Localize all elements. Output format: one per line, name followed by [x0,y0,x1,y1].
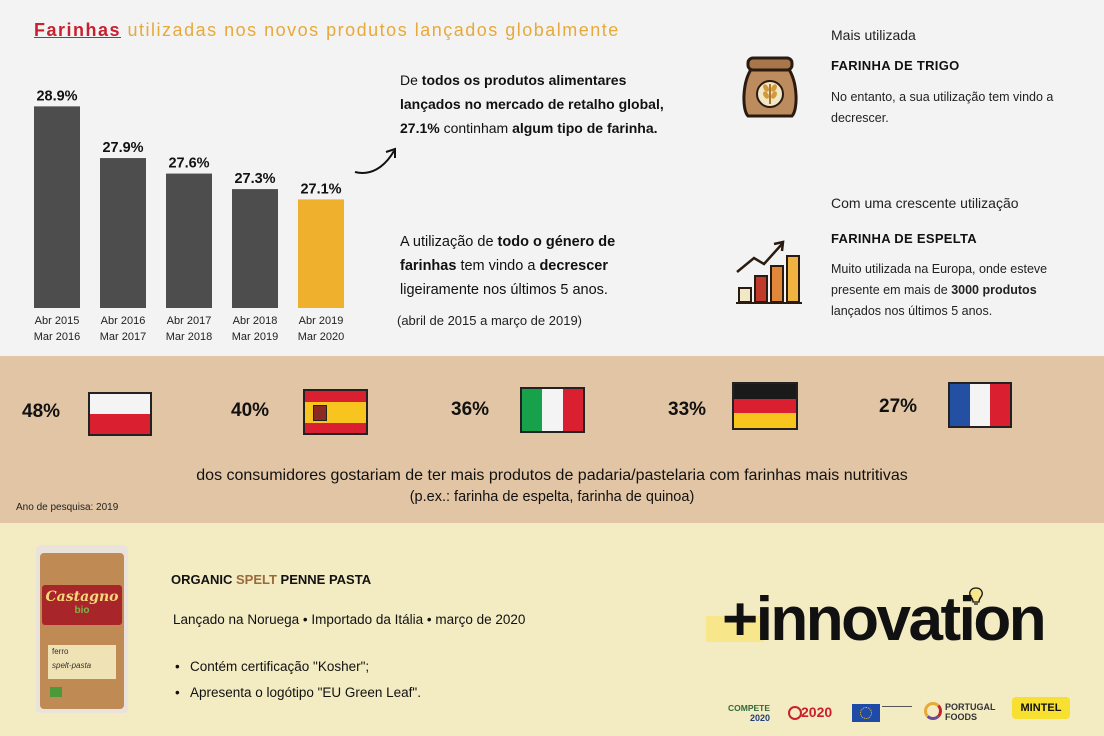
poland-flag-icon [88,392,152,436]
portugal-2020-logo: 2020 [788,702,840,722]
survey-year: Ano de pesquisa: 2019 [16,502,119,513]
wheat-flour-desc: No entanto, a sua utilização tem vindo a… [831,90,1054,125]
title-highlight: Farinhas [34,20,122,40]
spelt-flour-desc: Muito utilizada na Europa, onde esteve p… [831,262,1048,318]
bar-category-label-2-1: Mar 2018 [166,331,212,343]
bar-value-label-0: 28.9% [36,88,77,104]
curved-arrow-icon [354,147,396,174]
germany-flag-icon [732,382,798,430]
period-note: (abril de 2015 a março de 2019) [397,313,583,328]
eu-fund-caption [882,706,912,721]
bar-category-label-1-0: Abr 2016 [101,315,146,327]
bar-3 [232,189,278,308]
mintel-logo: MINTEL [1012,697,1070,719]
package-text1: ferro [52,647,69,656]
bar-2 [166,173,212,308]
most-used-heading: Mais utilizada [831,27,916,43]
poland-percentage: 48% [22,401,61,422]
spelt-flour-name: FARINHA DE ESPELTA [831,231,978,246]
bar-0 [34,106,80,309]
title-rest: utilizadas nos novos produtos lançados g… [127,20,620,40]
package-brand: Castagno [45,589,119,605]
bar-category-label-3-1: Mar 2019 [232,331,278,343]
bar-category-label-1-1: Mar 2017 [100,331,146,343]
portugal-foods-icon [924,702,942,720]
bar-4 [298,199,344,308]
growth-chart-icon [736,240,802,304]
italy-flag-icon [520,387,585,433]
product-features: Contém certificação "Kosher"; Apresenta … [173,654,421,706]
consumers-example: (p.ex.: farinha de espelta, farinha de q… [409,489,695,505]
product-title: ORGANIC SPELT PENNE PASTA [171,572,372,587]
consumers-text: dos consumidores gostariam de ter mais p… [196,467,908,484]
spain-flag-icon [303,389,368,435]
bar-value-label-1: 27.9% [102,140,143,156]
bar-category-label-4-0: Abr 2019 [299,315,344,327]
germany-percentage: 33% [668,399,707,420]
eu-flag-icon [852,704,880,722]
innovation-highlight [706,616,764,642]
bar-category-label-0-0: Abr 2015 [35,315,80,327]
flour-usage-bar-chart: 28.9% Abr 2015 Mar 2016 27.9% Abr 2016 Mar 20… [34,88,344,343]
feature-kosher: Contém certificação "Kosher"; [173,654,421,680]
lightbulb-icon [969,587,983,605]
page-title: Farinhas utilizadas nos novos produtos l… [34,20,620,41]
bar-value-label-2: 27.6% [168,156,209,172]
italy-percentage: 36% [451,399,490,420]
bar-category-label-0-1: Mar 2016 [34,331,80,343]
france-flag-icon [948,382,1012,428]
flour-sack-icon [742,56,798,118]
bar-category-label-3-0: Abr 2018 [233,315,278,327]
wheat-flour-name: FARINHA DE TRIGO [831,58,960,73]
spain-percentage: 40% [231,400,270,421]
pasta-package-image: Castagno bio ferro spelt-pasta [36,545,128,713]
callout-decrease: A utilização de todo o género de farinha… [400,234,616,298]
consumer-section [0,356,1104,523]
france-percentage: 27% [879,396,918,417]
bar-category-label-4-1: Mar 2020 [298,331,344,343]
product-launch-info: Lançado na Noruega • Importado da Itália… [173,612,526,627]
package-bio: bio [74,605,90,616]
callout-total-products: De todos os produtos alimentares lançado… [400,72,664,136]
bar-value-label-3: 27.3% [234,171,275,187]
bar-1 [100,158,146,308]
bar-category-label-2-0: Abr 2017 [167,315,212,327]
portugal-foods-logo: PORTUGAL FOODS [945,702,996,722]
compete-logo: COMPETE 2020 [728,703,771,723]
growing-use-heading: Com uma crescente utilização [831,195,1019,211]
innovation-logo: +innovation [722,585,1047,654]
feature-eu-leaf: Apresenta o logótipo "EU Green Leaf". [173,680,421,706]
package-text2: spelt-pasta [52,661,92,670]
bar-value-label-4: 27.1% [300,181,341,197]
